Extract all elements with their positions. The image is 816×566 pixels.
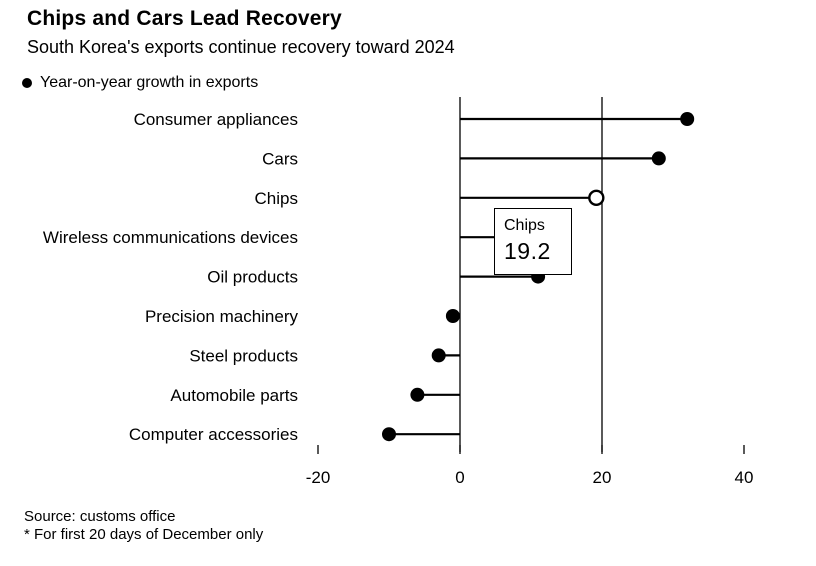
axis-tick-label: 0: [455, 468, 464, 487]
tooltip-value: 19.2: [504, 238, 551, 264]
page-title: Chips and Cars Lead Recovery: [27, 7, 342, 30]
category-label: Computer accessories: [129, 425, 298, 444]
lollipop-dot[interactable]: [680, 112, 695, 126]
footnote-line: * For first 20 days of December only: [24, 526, 264, 543]
category-label: Oil products: [207, 268, 298, 287]
category-label: Wireless communications devices: [43, 228, 298, 247]
legend: Year-on-year growth in exports: [22, 74, 258, 92]
lollipop-dot[interactable]: [382, 427, 396, 442]
axis-tick-label: 20: [593, 468, 612, 487]
lollipop-dot[interactable]: [651, 151, 666, 166]
category-label: Precision machinery: [145, 307, 299, 326]
category-label: Automobile parts: [170, 386, 298, 405]
axis-tick-label: 40: [735, 468, 754, 487]
category-label: Chips: [255, 189, 298, 208]
category-label: Cars: [262, 149, 298, 168]
lollipop-dot[interactable]: [410, 387, 425, 402]
legend-label: Year-on-year growth in exports: [40, 74, 259, 91]
lollipop-dot[interactable]: [431, 348, 446, 363]
axis-tick-label: -20: [306, 468, 331, 487]
lollipop-dot[interactable]: [445, 309, 460, 323]
category-label: Steel products: [189, 346, 298, 365]
chart-subtitle: South Korea's exports continue recovery …: [27, 37, 455, 57]
tooltip: Chips 19.2: [494, 208, 572, 275]
source-line: Source: customs office: [24, 508, 176, 525]
legend-dot-icon: [22, 78, 32, 88]
lollipop-dot-highlighted[interactable]: [588, 189, 605, 207]
tooltip-label: Chips: [504, 217, 545, 234]
category-label: Consumer appliances: [134, 110, 298, 129]
